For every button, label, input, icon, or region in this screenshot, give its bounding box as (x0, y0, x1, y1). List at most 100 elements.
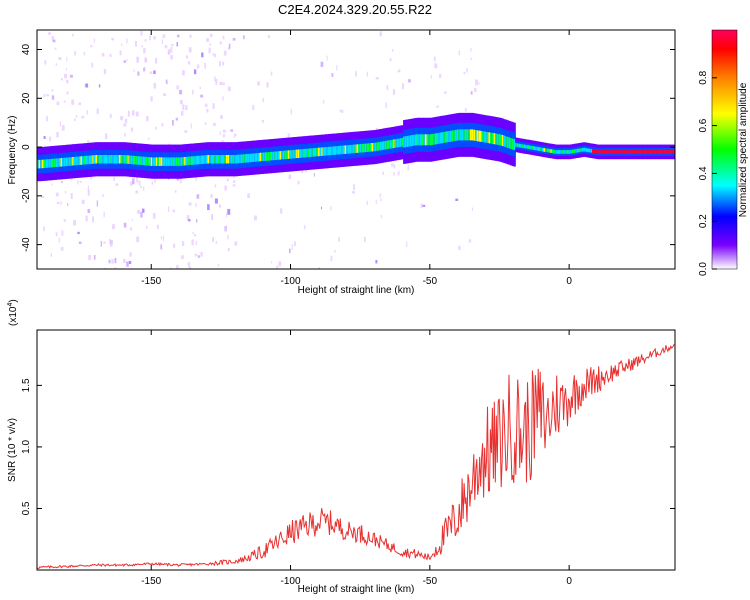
spectrogram-ridge-core (314, 148, 317, 157)
spectrogram-noise (408, 79, 411, 83)
spectrogram-noise (478, 81, 480, 85)
spectrogram-noise (186, 215, 190, 221)
colorbar-label: Normalized spectral amplitude (738, 82, 749, 217)
spectrogram-ridge-core (481, 131, 484, 143)
spectrogram-noise (220, 115, 223, 119)
spectrogram-ridge-core (650, 150, 653, 154)
spectrogram-noise (127, 110, 130, 117)
spectrogram-noise (48, 32, 51, 35)
spectrogram-noise (93, 38, 95, 43)
spectrogram-ridge-core (140, 156, 143, 165)
spectrogram-noise (222, 134, 225, 138)
spectrogram-noise (96, 200, 98, 207)
spectrogram-ridge-core (581, 147, 585, 152)
spectrogram-ridge-core (438, 132, 441, 144)
spectrogram-noise (88, 255, 91, 261)
colorbar-frame (711, 29, 738, 270)
spectrogram-ridge-core (433, 133, 436, 145)
spectrogram-ridge-core (597, 150, 600, 154)
spectrogram-noise (187, 61, 191, 65)
snr-ticks: -150 -100 -50 0 0.5 1.0 1.5 (21, 330, 675, 587)
spectrogram-noise (470, 47, 472, 52)
spectrogram-noise (66, 91, 69, 95)
spectrogram-noise (201, 52, 204, 58)
spectrogram-ridge-core (565, 150, 568, 154)
spectrogram-ridge-core (637, 150, 640, 154)
spectrogram-ridge-core (259, 152, 262, 162)
spectrogram-ridge-core (159, 157, 162, 166)
spectrogram-ytick-label: -40 (21, 237, 32, 252)
spectrogram-ridge-core (627, 150, 630, 154)
spectrogram-noise (130, 227, 133, 231)
spectrogram-ridge-core (334, 146, 337, 155)
spectrogram-xtick-label: -50 (423, 276, 438, 287)
spectrogram-ytick-label: 0 (21, 144, 32, 150)
spectrogram-noise (119, 50, 122, 56)
spectrogram-noise (406, 241, 408, 248)
spectrogram-ridge-core (359, 144, 362, 153)
spectrogram-ridge-core (548, 148, 551, 153)
spectrogram-ridge-core (215, 155, 219, 164)
spectrogram-ridge-core (326, 147, 329, 156)
spectrogram-noise (458, 50, 460, 56)
spectrogram-noise (73, 219, 76, 226)
spectrogram-ridge-core (471, 129, 474, 141)
spectrogram-ridge-core (518, 143, 521, 148)
spectrogram-ridge-core (134, 155, 137, 165)
spectrogram-ridge-core (652, 150, 655, 154)
spectrogram-ridge-core (371, 143, 374, 152)
spectrogram-ridge-core (214, 155, 217, 164)
spectrogram-noise (98, 84, 101, 88)
colorbar-tick-label: 0.8 (698, 70, 709, 84)
spectrogram-ridge-core (123, 155, 127, 164)
spectrogram-ridge-core (454, 129, 458, 141)
spectrogram-noise (71, 33, 74, 37)
spectrogram-noise (65, 67, 67, 71)
spectrogram-noise (195, 203, 197, 208)
spectrogram-noise (137, 71, 140, 76)
spectrogram-ridge-core (384, 140, 388, 150)
spectrogram-noise (185, 105, 188, 111)
spectrogram-ridge-core (77, 156, 80, 166)
spectrogram-ridge-core (220, 155, 224, 164)
spectrogram-noise (176, 264, 179, 269)
spectrogram-noise (135, 40, 137, 47)
spectrogram-ridge-core (483, 131, 486, 143)
spectrogram-ridge-core (115, 155, 118, 164)
spectrogram-ridge-core (282, 150, 286, 160)
spectrogram-noise (108, 259, 111, 264)
spectrogram-noise (227, 235, 229, 240)
spectrogram-ridge-core (607, 150, 610, 154)
snr-frame (36, 329, 676, 571)
spectrogram-noise (444, 91, 447, 94)
spectrogram-ridge-core (88, 155, 92, 165)
spectrogram-ridge-core (351, 144, 354, 154)
spectrogram-ridge-core (45, 159, 48, 168)
spectrogram-ridge-core (608, 150, 612, 154)
spectrogram-ridge-core (291, 150, 294, 159)
spectrogram-noise (131, 218, 133, 221)
spectrogram-noise (81, 199, 85, 205)
spectrogram-noise (91, 62, 94, 68)
spectrogram-noise (61, 78, 63, 81)
spectrogram-ridge-core (588, 148, 591, 153)
spectrogram-ridge-core (540, 147, 543, 152)
spectrogram-noise (366, 200, 368, 205)
spectrogram-ridge-core (48, 159, 52, 168)
spectrogram-noise (130, 181, 133, 186)
spectrogram-noise (103, 69, 107, 75)
spectrogram-noise (214, 53, 216, 58)
spectrogram-noise (171, 43, 174, 47)
spectrogram-ridge-core (227, 155, 230, 164)
spectrogram-noise (433, 56, 436, 62)
spectrogram-ridge-core (560, 150, 563, 154)
spectrogram-noise (135, 111, 139, 117)
spectrogram-noise (172, 120, 174, 126)
spectrogram-noise (62, 125, 65, 131)
spectrogram-noise (112, 224, 115, 230)
spectrogram-noise (193, 234, 197, 237)
spectrogram-noise (402, 83, 404, 90)
spectrogram-ridge-core (478, 130, 481, 142)
spectrogram-ridge-core (533, 146, 536, 150)
spectrogram-ridge-core (341, 145, 344, 155)
